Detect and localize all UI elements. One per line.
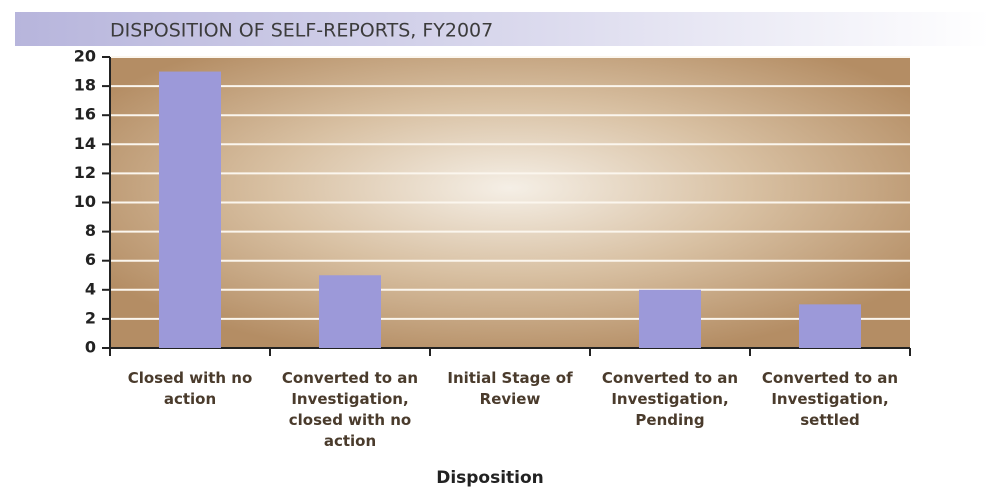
title-banner — [15, 12, 990, 46]
y-tick-label: 12 — [74, 163, 96, 182]
x-tick-label: Initial Stage of Review — [447, 369, 573, 408]
bar — [159, 71, 221, 349]
x-tick-label: Converted to an Investigation, settled — [761, 369, 899, 429]
y-tick-label: 6 — [85, 250, 96, 269]
y-tick-label: 16 — [74, 105, 96, 124]
y-tick-label: 2 — [85, 308, 96, 327]
y-tick-label: 4 — [85, 279, 96, 298]
y-tick-label: 18 — [74, 76, 96, 95]
y-tick-label: 0 — [85, 338, 96, 357]
x-tick-label: Closed with no action — [127, 369, 253, 408]
chart-title: DISPOSITION OF SELF-REPORTS, FY2007 — [110, 20, 493, 42]
bar — [799, 304, 861, 348]
bar — [639, 289, 701, 348]
x-axis-label: Disposition — [436, 468, 544, 488]
y-tick-label: 14 — [74, 134, 96, 153]
y-tick-label: 10 — [74, 192, 96, 211]
y-tick-label: 8 — [85, 221, 96, 240]
x-tick-label: Converted to an Investigation, Pending — [601, 369, 739, 429]
y-tick-label: 20 — [74, 47, 96, 66]
bar — [319, 275, 381, 348]
x-tick-label: Converted to an Investigation, closed wi… — [281, 369, 419, 450]
